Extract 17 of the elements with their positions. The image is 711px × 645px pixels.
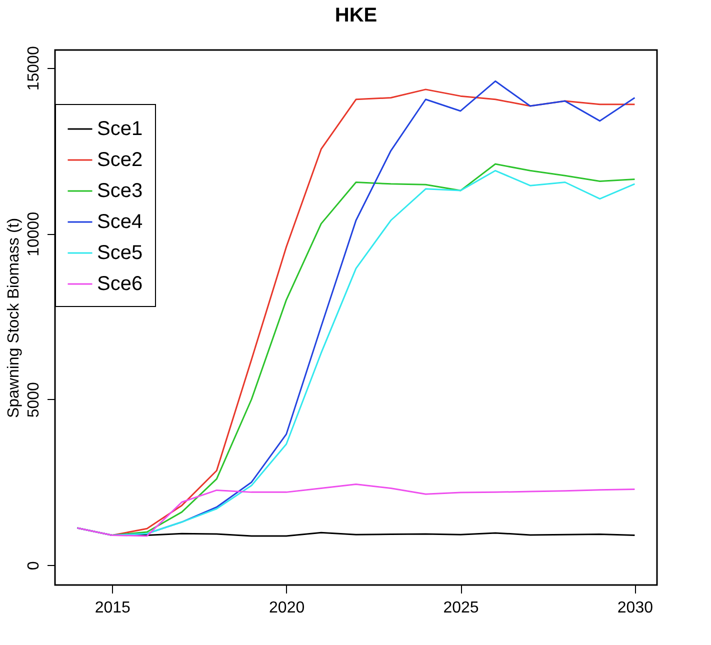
line-series — [76, 483, 636, 537]
legend-label: Sce3 — [97, 180, 143, 202]
chart-title: HKE — [334, 4, 378, 27]
y-tick-label: 0 — [26, 561, 42, 570]
legend-label: Sce4 — [97, 211, 143, 233]
x-tick-label: 2020 — [269, 600, 305, 616]
legend-label: Sce5 — [97, 242, 143, 264]
legend-label: Sce1 — [97, 118, 143, 140]
y-axis-title: Spawning Stock Biomass (t) — [6, 218, 22, 418]
y-tick-label: 10000 — [26, 212, 42, 256]
x-tick-label: 2025 — [443, 600, 479, 616]
x-tick-label: 2015 — [94, 600, 131, 616]
legend-label: Sce2 — [97, 149, 143, 171]
y-tick-label: 5000 — [26, 382, 42, 418]
y-tick-label: 15000 — [26, 46, 42, 91]
x-tick-label: 2030 — [617, 600, 654, 616]
legend-label: Sce6 — [97, 273, 143, 295]
